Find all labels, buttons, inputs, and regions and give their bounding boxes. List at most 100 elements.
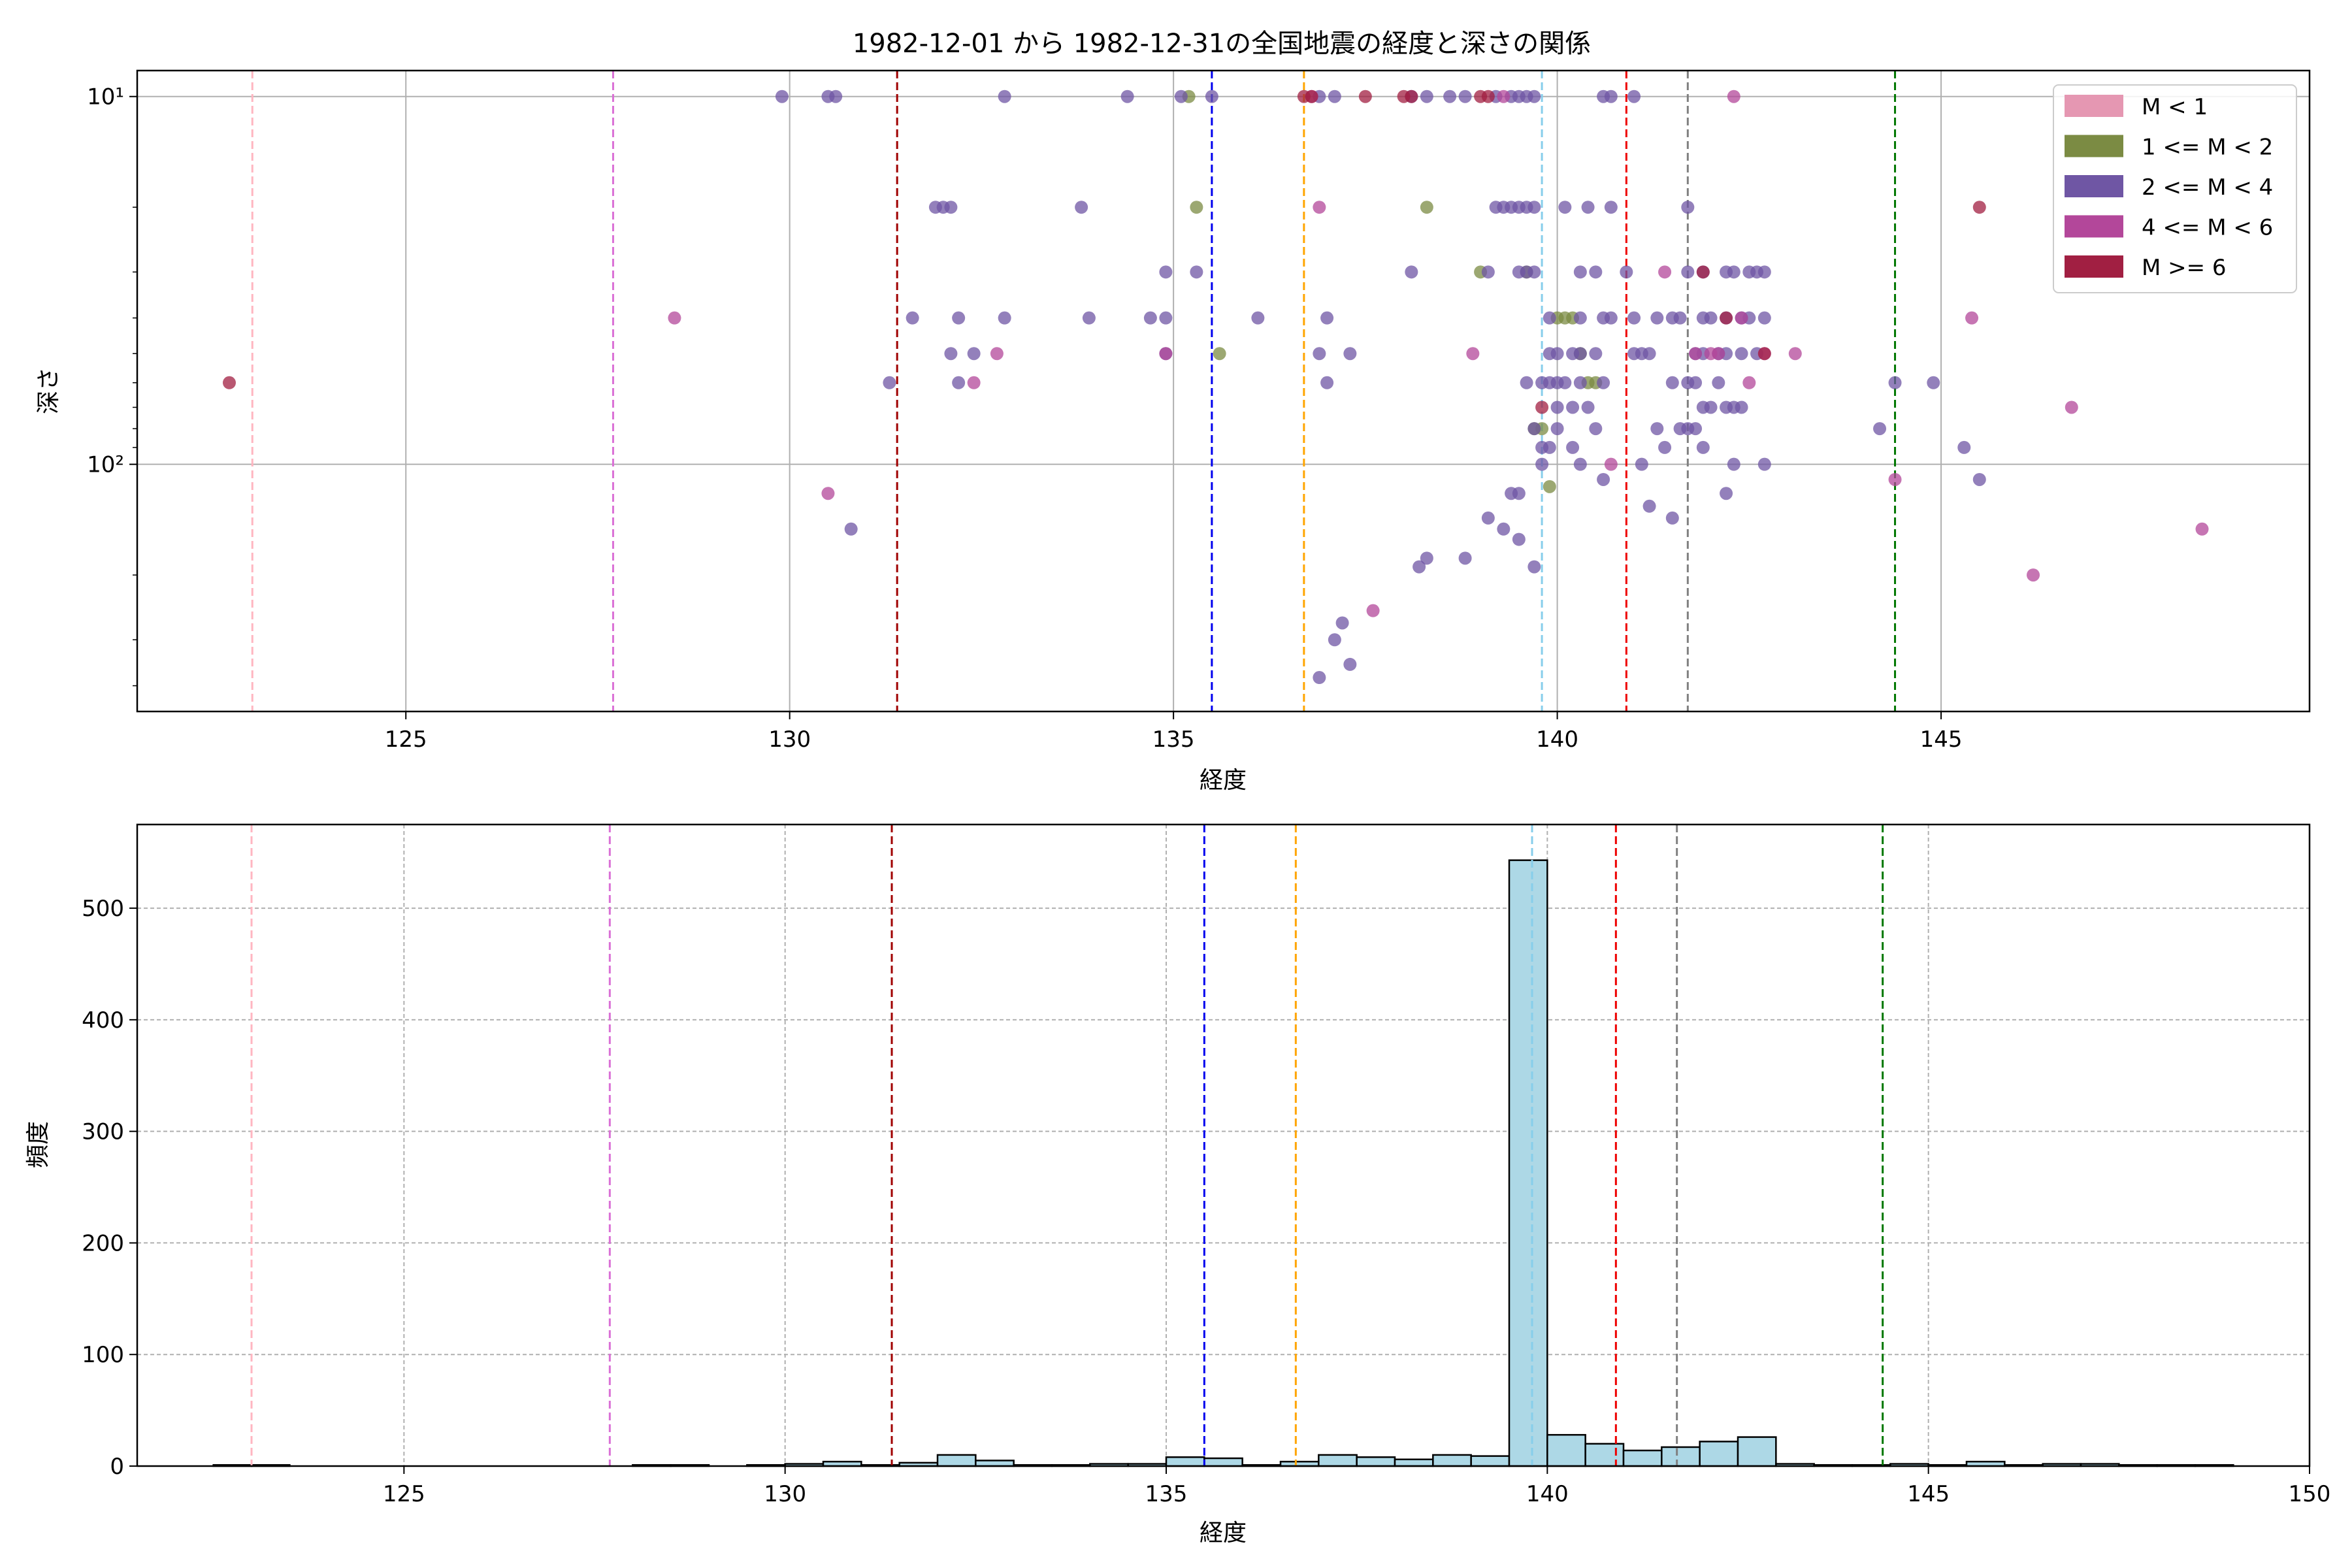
scatter-point [1735, 311, 1748, 325]
scatter-point [1650, 422, 1664, 436]
scatter-x-tick-label: 145 [1920, 727, 1963, 753]
histogram-bar [936, 1454, 977, 1467]
scatter-point [1712, 376, 1725, 389]
scatter-point [967, 376, 981, 389]
scatter-point [1343, 347, 1357, 361]
scatter-point [1159, 347, 1173, 361]
scatter-point [1458, 90, 1472, 103]
scatter-point [1673, 311, 1687, 325]
scatter-point [1642, 499, 1656, 513]
histogram-x-tick-label: 125 [383, 1481, 425, 1507]
histogram-bar [1584, 1443, 1625, 1467]
scatter-point [1604, 311, 1618, 325]
scatter-point [1689, 376, 1703, 389]
scatter-point [1597, 472, 1610, 486]
scatter-point [1543, 440, 1556, 454]
scatter-point [1527, 560, 1541, 574]
scatter-point [1573, 265, 1587, 279]
scatter-point [1604, 201, 1618, 214]
histogram-bar [1699, 1441, 1739, 1467]
scatter-point [1742, 376, 1756, 389]
scatter-point [1159, 311, 1173, 325]
histogram-bar [1432, 1454, 1472, 1467]
scatter-point [944, 201, 958, 214]
scatter-point [1527, 265, 1541, 279]
scatter-point [1589, 265, 1603, 279]
scatter-point [1320, 376, 1334, 389]
scatter-point [1558, 376, 1572, 389]
scatter-point [1604, 457, 1618, 471]
scatter-point [1957, 440, 1971, 454]
scatter-point [883, 376, 896, 389]
scatter-point [222, 376, 236, 389]
scatter-grid [137, 71, 2310, 711]
histogram-bar [1165, 1456, 1205, 1467]
scatter-point [1727, 265, 1740, 279]
scatter-x-tick-label: 140 [1536, 727, 1578, 753]
histogram-y-tick-label: 0 [110, 1454, 124, 1480]
legend-swatch [2065, 175, 2123, 197]
legend-label: 1 <= M < 2 [2142, 135, 2273, 161]
histogram-x-tick-label: 150 [2289, 1481, 2331, 1507]
scatter-point [1443, 90, 1457, 103]
histogram-y-tick-label: 300 [82, 1119, 124, 1145]
scatter-x-tick-label: 125 [385, 727, 427, 753]
scatter-point [998, 90, 1011, 103]
scatter-point [1696, 440, 1710, 454]
scatter-panel: 125 130 135 140 145 10¹ 10² 経度 深さ M < 1 1 <= M … [35, 69, 2311, 794]
histogram-x-tick-label: 140 [1526, 1481, 1569, 1507]
scatter-point [829, 90, 843, 103]
scatter-point [1512, 532, 1526, 546]
histogram-x-tick-label: 145 [1907, 1481, 1950, 1507]
legend-swatch [2065, 95, 2123, 117]
histogram-bar [1622, 1449, 1663, 1467]
scatter-point [1757, 265, 1771, 279]
scatter-point [1757, 347, 1771, 361]
scatter-point [1213, 347, 1226, 361]
scatter-point [1581, 400, 1595, 414]
scatter-ticks: 125 130 135 140 145 10¹ 10² [87, 84, 1962, 753]
scatter-point [1505, 487, 1518, 500]
scatter-point [1658, 265, 1672, 279]
scatter-point [1190, 265, 1203, 279]
scatter-point [1405, 90, 1418, 103]
scatter-point [1420, 90, 1433, 103]
scatter-point [1627, 90, 1641, 103]
legend-swatch [2065, 215, 2123, 238]
legend-entries: M < 1 1 <= M < 2 2 <= M < 4 4 <= M < 6 M >= … [2065, 94, 2273, 281]
scatter-point [1589, 347, 1603, 361]
histogram-reference-lines [250, 825, 1884, 1466]
scatter-point [1535, 400, 1549, 414]
histogram-x-tick-label: 135 [1145, 1481, 1188, 1507]
scatter-point [1251, 311, 1265, 325]
histogram-bar [1470, 1455, 1511, 1467]
histogram-x-tick-label: 130 [764, 1481, 806, 1507]
scatter-point [1420, 201, 1433, 214]
scatter-point [998, 311, 1011, 325]
scatter-point [1366, 604, 1380, 617]
scatter-point [1497, 90, 1511, 103]
histogram-bar [1394, 1458, 1434, 1467]
scatter-point [1313, 671, 1326, 685]
scatter-point [1689, 347, 1703, 361]
scatter-point [1075, 201, 1088, 214]
scatter-point [1720, 487, 1733, 500]
scatter-point [2027, 568, 2040, 582]
scatter-point [775, 90, 789, 103]
scatter-point [1972, 201, 1986, 214]
scatter-point [1573, 347, 1587, 361]
scatter-point [1972, 472, 1986, 486]
scatter-points [222, 90, 2209, 685]
scatter-point [1328, 633, 1341, 647]
histogram-bar [1356, 1456, 1396, 1467]
scatter-point [1558, 311, 1572, 325]
histogram-frame [136, 823, 2311, 1467]
histogram-bar [1546, 1433, 1586, 1467]
histogram-bar [975, 1460, 1015, 1467]
histogram-panel: 125 130 135 140 145 150 0 100 200 300 400 500 経度 頻度 [25, 823, 2331, 1546]
scatter-point [1604, 90, 1618, 103]
scatter-point [1888, 472, 1902, 486]
histogram-bar [1203, 1457, 1243, 1467]
scatter-point [1466, 347, 1480, 361]
scatter-point [1481, 90, 1495, 103]
